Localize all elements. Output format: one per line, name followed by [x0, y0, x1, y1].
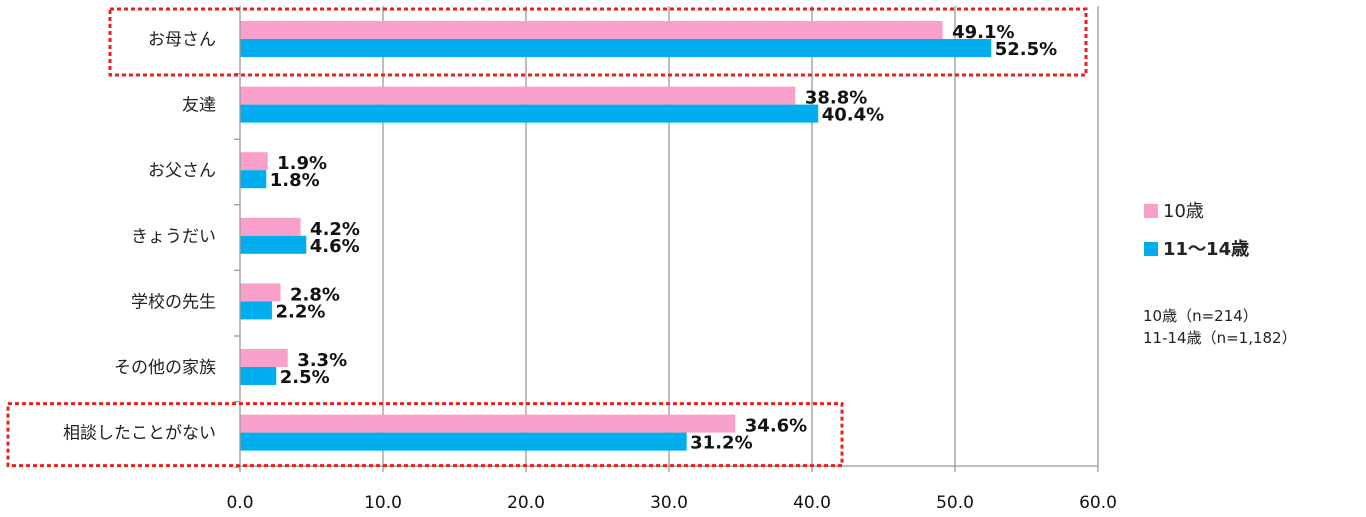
category-label: 友達: [182, 96, 216, 116]
legend-label: 10歳: [1163, 201, 1204, 222]
category-label: 相談したことがない: [63, 424, 216, 444]
highlight-box: [108, 7, 1088, 77]
data-label: 2.2%: [275, 301, 325, 322]
data-label: 38.8%: [805, 88, 867, 109]
bar-10-years: [240, 283, 281, 302]
category-label: その他の家族: [114, 358, 216, 378]
data-label: 40.4%: [822, 105, 884, 126]
bar-11-14-years: [240, 104, 819, 123]
data-label: 2.5%: [280, 367, 330, 388]
category-label: お父さん: [148, 161, 216, 181]
category-label: お母さん: [148, 30, 216, 50]
x-tick-label: 10.0: [364, 493, 402, 513]
x-tick-labels: 0.0 10.0 20.0 30.0 40.0 50.0 60.0: [226, 493, 1116, 513]
bar-11-14-years: [240, 367, 277, 385]
data-label: 52.5%: [995, 39, 1057, 60]
category-label: きょうだい: [131, 227, 216, 247]
data-label: 3.3%: [297, 350, 347, 371]
x-tick-label: 0.0: [226, 493, 253, 513]
sample-size-note: 10歳（n=214）: [1143, 307, 1258, 325]
bar-10-years: [240, 86, 796, 105]
data-label: 49.1%: [952, 22, 1014, 43]
legend-swatch: [1144, 242, 1158, 256]
bar-11-14-years: [240, 301, 272, 320]
x-tick-label: 20.0: [507, 493, 545, 513]
bar-10-years: [240, 152, 268, 171]
data-label: 34.6%: [745, 416, 807, 437]
data-label: 1.9%: [277, 153, 327, 174]
x-tick-label: 60.0: [1079, 493, 1117, 513]
data-labels: 49.1%52.5% 38.8%40.4% 1.9%1.8% 4.2%4.6% 2.8%…: [270, 22, 1057, 454]
data-label: 4.2%: [310, 219, 360, 240]
bar-11-14-years: [240, 170, 267, 189]
gridlines: [382, 6, 1099, 466]
bar-11-14-years: [240, 39, 992, 57]
bar-10-years: [240, 414, 736, 433]
bar-11-14-years: [240, 432, 687, 451]
data-label: 31.2%: [690, 433, 752, 454]
sample-size-notes: 10歳（n=214） 11-14歳（n=1,182）: [1143, 307, 1297, 347]
bar-10-years: [240, 217, 301, 236]
bar-10-years: [240, 349, 288, 367]
legend: 10歳 11〜14歳: [1144, 201, 1249, 260]
category-label: 学校の先生: [131, 292, 216, 312]
data-label: 4.6%: [310, 236, 360, 257]
x-tick-label: 30.0: [650, 493, 688, 513]
highlight-boxes: [6, 7, 1088, 468]
bars: [240, 21, 992, 451]
bar-11-14-years: [240, 235, 307, 254]
legend-label: 11〜14歳: [1163, 239, 1249, 260]
bar-10-years: [240, 21, 943, 39]
sample-size-note: 11-14歳（n=1,182）: [1143, 329, 1297, 347]
highlight-box: [6, 402, 844, 468]
x-tick-label: 50.0: [936, 493, 974, 513]
legend-swatch: [1144, 204, 1158, 218]
data-label: 2.8%: [290, 284, 340, 305]
x-tick-label: 40.0: [793, 493, 831, 513]
data-label: 1.8%: [270, 170, 320, 191]
